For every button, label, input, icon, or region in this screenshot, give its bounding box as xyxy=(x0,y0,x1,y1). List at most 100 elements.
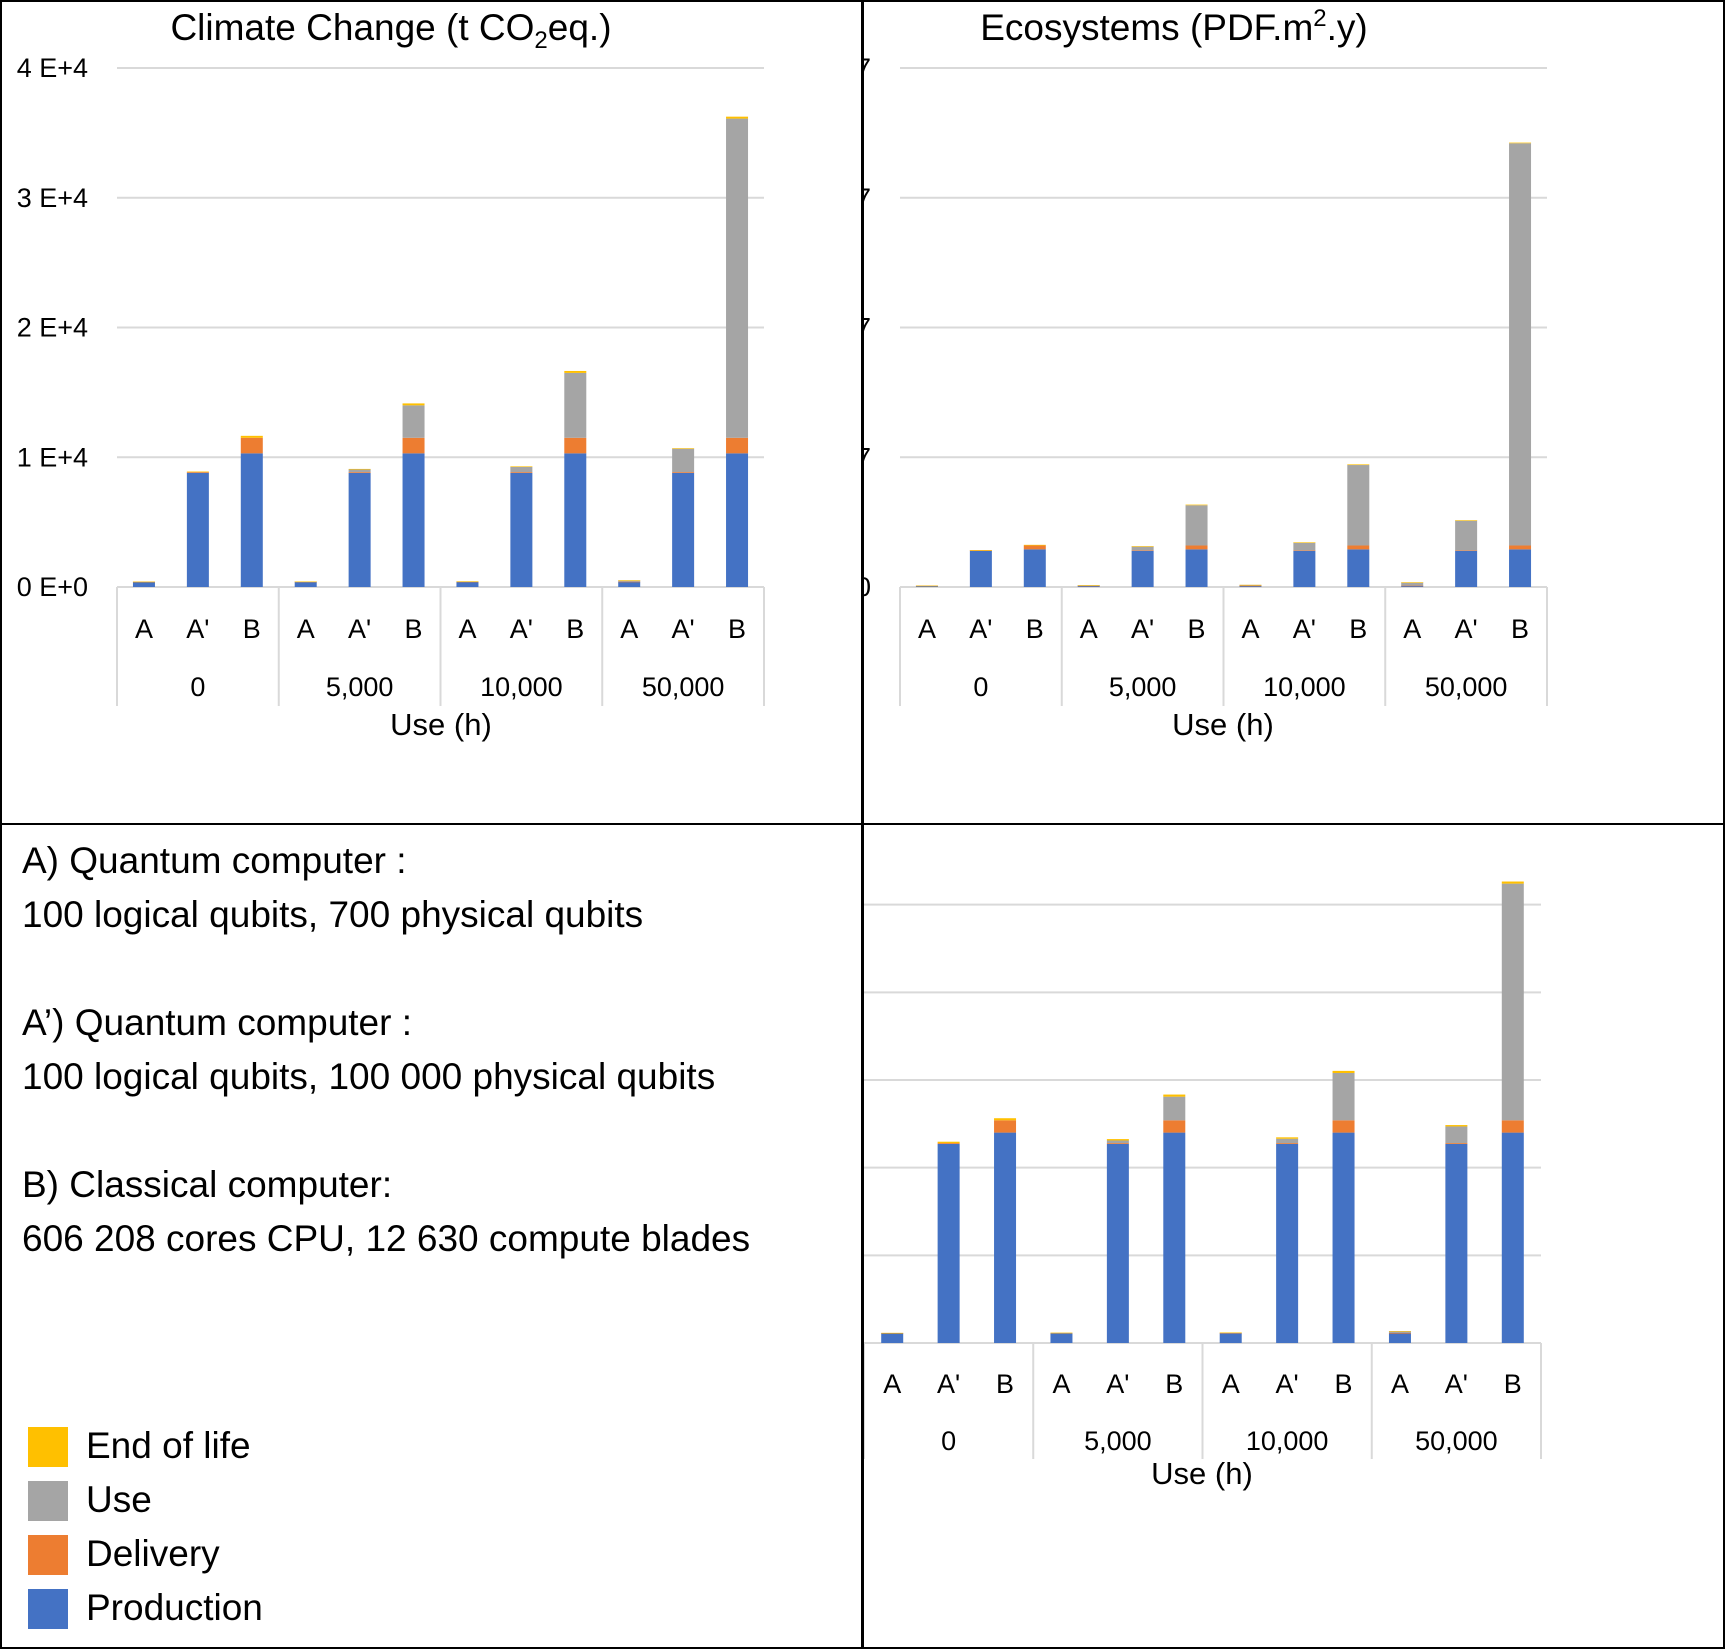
human-health-chart: Human health (DALY)0510152025300AA'B5,00… xyxy=(864,881,1542,1491)
category-label: B xyxy=(1188,614,1206,644)
category-label: A' xyxy=(969,614,992,644)
category-label: A xyxy=(1052,1369,1070,1399)
ecosystems-chart: Ecosystems (PDF.m2.y) 0 E+0 1 E+7 2 E+7 3 E+… xyxy=(864,5,1548,742)
y-tick-label: 3 E+7 xyxy=(864,183,871,213)
bar-segment-use xyxy=(1106,1140,1129,1144)
bar-segment-end-of-life xyxy=(994,1118,1017,1121)
bar-segment-delivery xyxy=(1276,1143,1299,1144)
category-label: B xyxy=(728,614,746,644)
bar-segment-use xyxy=(618,580,641,582)
bar-segment-end-of-life xyxy=(618,580,641,581)
bar-segment-end-of-life xyxy=(1106,1139,1129,1141)
y-tick-label: 3 E+4 xyxy=(17,183,88,213)
bar-segment-end-of-life xyxy=(915,585,938,587)
bar-segment-end-of-life xyxy=(969,550,992,551)
bar-segment-end-of-life xyxy=(402,403,425,406)
bar-segment-production xyxy=(564,453,587,587)
legend-swatch-end-of-life xyxy=(28,1427,68,1467)
bar-segment-use xyxy=(564,372,587,438)
human-health-chart-panel: Human health (DALY)0510152025300AA'B5,00… xyxy=(862,823,1725,1649)
bar-segment-end-of-life xyxy=(1185,504,1208,506)
category-label: B xyxy=(1165,1369,1183,1399)
legend-swatch-delivery xyxy=(28,1535,68,1575)
bar-segment-production xyxy=(1332,1132,1355,1343)
bar-segment-end-of-life xyxy=(510,466,533,467)
climate-change-chart-panel: Climate Change (t CO2eq.) 0 E+0 1 E+4 2 E+4… xyxy=(0,0,863,825)
bar-segment-use xyxy=(1131,546,1154,551)
bar-segment-end-of-life xyxy=(1455,520,1478,521)
bar-segment-production xyxy=(1501,1132,1524,1343)
bar-segment-end-of-life xyxy=(726,116,749,119)
category-label: A xyxy=(297,614,315,644)
bar-segment-delivery xyxy=(1445,1143,1468,1144)
category-label: A xyxy=(458,614,476,644)
category-label: B xyxy=(243,614,261,644)
bar-segment-production xyxy=(1185,549,1208,587)
bar-segment-use xyxy=(402,405,425,438)
bar-segment-use xyxy=(510,466,533,473)
group-label: 0 xyxy=(973,672,988,702)
bar-segment-delivery xyxy=(994,1120,1017,1133)
bar-segment-delivery xyxy=(1163,1120,1186,1133)
category-label: B xyxy=(1511,614,1529,644)
bar-segment-use xyxy=(1276,1138,1299,1144)
bar-segment-end-of-life xyxy=(1332,1070,1355,1073)
legend-swatch-production xyxy=(28,1589,68,1629)
bar-segment-delivery xyxy=(937,1143,960,1144)
bar-segment-use xyxy=(1501,883,1524,1121)
bar-segment-end-of-life xyxy=(1501,881,1524,884)
description-ap-title: A’) Quantum computer : xyxy=(22,1002,413,1043)
bar-segment-end-of-life xyxy=(1509,142,1532,144)
bar-segment-delivery xyxy=(1332,1120,1355,1133)
bar-segment-end-of-life xyxy=(1276,1137,1299,1139)
y-tick-label: 2 E+7 xyxy=(864,313,871,343)
bar-segment-production xyxy=(1239,585,1262,587)
bar-segment-delivery xyxy=(1401,585,1424,587)
x-axis-title: Use (h) xyxy=(390,707,492,742)
category-label: A' xyxy=(1276,1369,1299,1399)
category-label: A' xyxy=(186,614,209,644)
bar-segment-production xyxy=(348,472,371,587)
bar-segment-use xyxy=(1293,542,1316,551)
bar-segment-delivery xyxy=(672,472,695,473)
bar-segment-production xyxy=(672,472,695,587)
category-label: A xyxy=(1241,614,1259,644)
bar-segment-delivery xyxy=(510,472,533,473)
bar-segment-production xyxy=(1455,550,1478,587)
chart-title: Ecosystems (PDF.m2.y) xyxy=(980,5,1368,48)
group-label: 10,000 xyxy=(1263,672,1346,702)
bar-segment-end-of-life xyxy=(456,581,479,582)
category-label: A xyxy=(883,1369,901,1399)
y-tick-label: 4 E+7 xyxy=(864,53,871,83)
y-tick-label: 2 E+4 xyxy=(17,313,88,343)
bar-segment-delivery xyxy=(618,581,641,583)
category-label: A xyxy=(1391,1369,1409,1399)
group-label: 5,000 xyxy=(1084,1426,1152,1456)
bar-segment-use xyxy=(726,118,749,438)
category-label: A' xyxy=(672,614,695,644)
bar-segment-end-of-life xyxy=(937,1141,960,1144)
bar-segment-delivery xyxy=(348,472,371,473)
description-a-title: A) Quantum computer : xyxy=(22,840,407,881)
bar-segment-delivery xyxy=(402,437,425,454)
bar-segment-delivery xyxy=(1077,585,1100,587)
description-ap-detail: 100 logical qubits, 100 000 physical qub… xyxy=(22,1056,716,1097)
bar-segment-production xyxy=(1219,1333,1242,1343)
bar-segment-end-of-life xyxy=(1445,1125,1468,1127)
group-label: 5,000 xyxy=(1109,672,1177,702)
bar-segment-end-of-life xyxy=(1077,585,1100,586)
legend-label-use: Use xyxy=(86,1479,152,1520)
bar-segment-production xyxy=(881,1333,904,1343)
category-label: A' xyxy=(1131,614,1154,644)
bar-segment-end-of-life xyxy=(672,448,695,449)
x-axis-title: Use (h) xyxy=(1172,707,1274,742)
bar-segment-production xyxy=(510,472,533,587)
bar-segment-delivery xyxy=(1455,550,1478,551)
y-tick-label: 1 E+4 xyxy=(17,442,88,472)
category-label: B xyxy=(996,1369,1014,1399)
bar-segment-production xyxy=(1388,1333,1411,1343)
group-label: 50,000 xyxy=(1425,672,1508,702)
bar-segment-production xyxy=(1509,549,1532,587)
bar-segment-use xyxy=(1332,1072,1355,1121)
bar-segment-production xyxy=(726,453,749,587)
